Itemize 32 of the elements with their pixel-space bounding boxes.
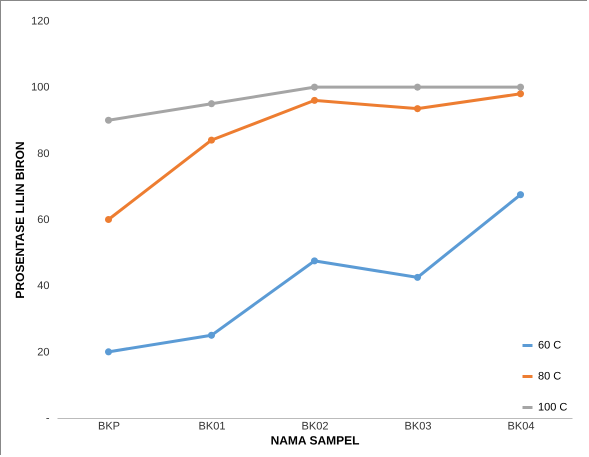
point <box>414 105 422 112</box>
y-axis-title: PROSENTASE LILIN BIRON <box>13 141 28 299</box>
legend-label: 100 C <box>538 402 568 414</box>
y-tick-label: 120 <box>31 16 50 28</box>
legend-label: 60 C <box>538 340 562 352</box>
y-tick-label: - <box>46 412 50 424</box>
point <box>104 216 112 224</box>
point <box>208 100 216 108</box>
point <box>516 84 524 91</box>
point <box>310 96 318 104</box>
point <box>516 90 524 98</box>
x-axis-title: NAMA SAMPEL <box>270 434 360 448</box>
x-tick-label: BK04 <box>508 420 534 432</box>
y-tick-label: 100 <box>31 82 50 94</box>
y-tick-label: 40 <box>37 280 50 292</box>
y-tick-label: 20 <box>37 346 50 358</box>
point <box>516 191 524 198</box>
y-tick-label: 60 <box>37 214 50 226</box>
y-tick-label: 80 <box>37 148 50 160</box>
point <box>414 84 422 91</box>
x-tick-label: BKP <box>98 420 120 432</box>
point <box>208 332 216 339</box>
x-tick-label: BK02 <box>302 420 328 432</box>
x-tick-label: BK03 <box>404 420 432 432</box>
legend-label: 80 C <box>538 370 562 382</box>
x-tick-label: BK01 <box>198 420 226 432</box>
point <box>310 84 318 91</box>
point <box>310 257 318 264</box>
point <box>104 348 112 356</box>
point <box>208 136 216 144</box>
point <box>104 116 112 124</box>
point <box>414 274 422 281</box>
